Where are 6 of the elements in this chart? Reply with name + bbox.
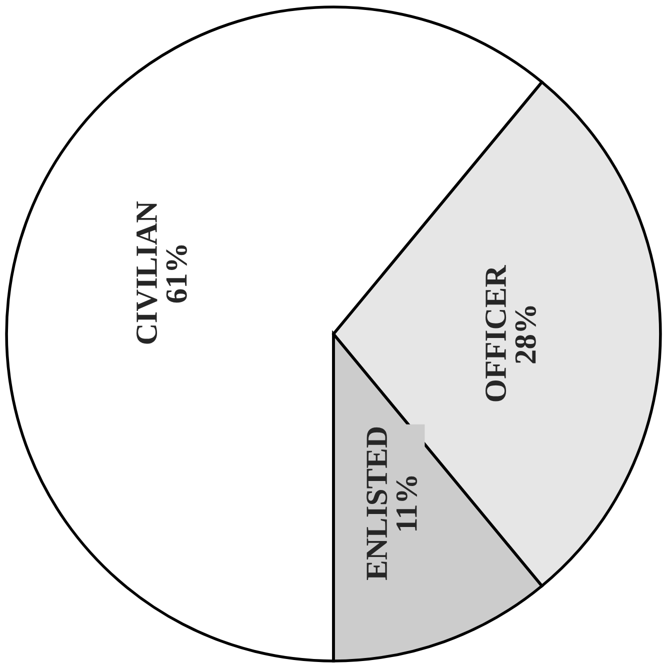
slice-label: CIVILIAN [136,201,158,344]
data-label: 28% [515,306,536,364]
slice-label: ENLISTED [366,427,388,580]
slice-label: OFFICER [486,264,506,402]
data-label: 61% [166,245,187,303]
data-label: 11% [396,476,418,530]
